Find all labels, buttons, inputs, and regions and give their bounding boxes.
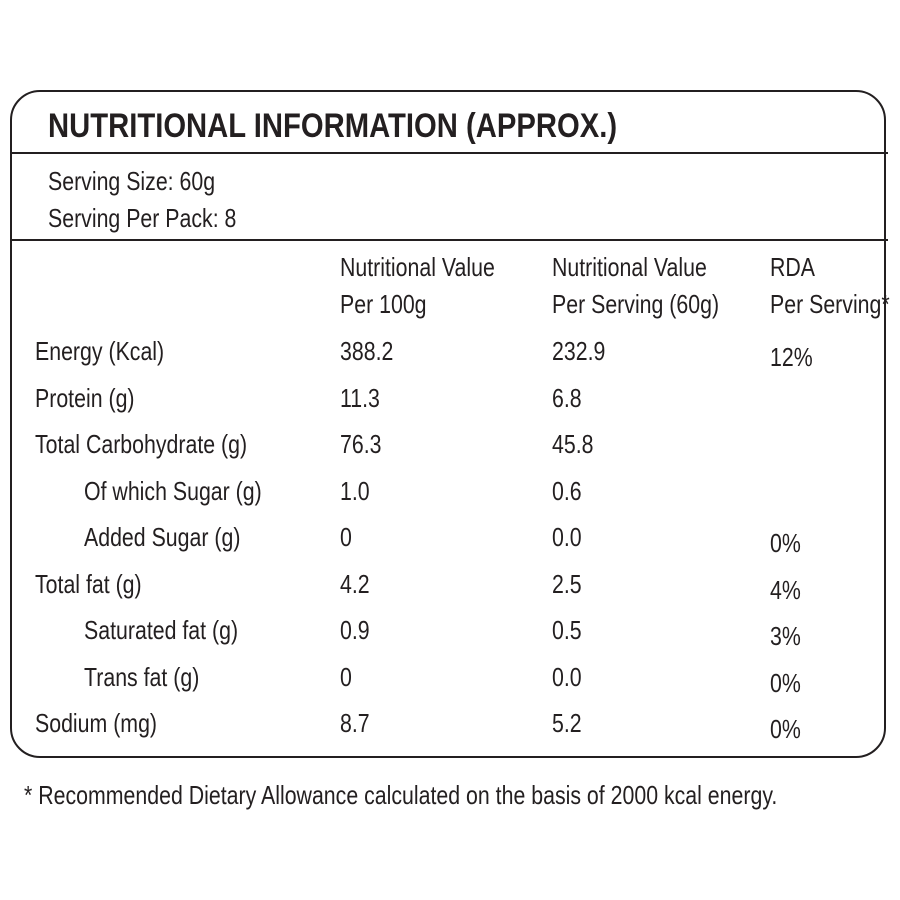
cell-value: 0: [340, 661, 352, 692]
row-label: Protein (g): [35, 382, 135, 413]
cell-value: 2.5: [552, 568, 582, 599]
cell-value: 76.3: [340, 429, 382, 459]
title: NUTRITIONAL INFORMATION (APPROX.): [48, 107, 618, 145]
cell-value: 0%: [770, 667, 801, 698]
cell-value: 3%: [770, 621, 801, 651]
cell-value: 388.2: [340, 336, 394, 366]
cell-value: 0.5: [552, 615, 582, 645]
cell-value: 4.2: [340, 568, 370, 599]
column-header: RDA: [770, 252, 816, 282]
serving-size: Serving Size: 60g: [48, 166, 216, 196]
column-header: Nutritional Value: [552, 252, 707, 282]
cell-value: 0: [340, 522, 352, 552]
servings-per-pack: Serving Per Pack: 8: [48, 203, 237, 233]
cell-value: 12%: [770, 342, 813, 372]
cell-value: 6.8: [552, 382, 582, 413]
cell-value: 0.0: [552, 522, 582, 552]
row-label: Trans fat (g): [84, 661, 200, 692]
cell-value: 11.3: [340, 382, 380, 413]
cell-value: 0.6: [552, 475, 582, 506]
column-header: Per Serving*: [770, 289, 890, 319]
row-label: Total fat (g): [35, 568, 142, 599]
row-label: Saturated fat (g): [84, 615, 239, 645]
column-header: Per Serving (60g): [552, 289, 720, 319]
cell-value: 0.0: [552, 661, 582, 692]
cell-value: 4%: [770, 574, 801, 605]
cell-value: 0%: [770, 714, 801, 744]
label-border: [10, 90, 886, 758]
cell-value: 8.7: [340, 708, 370, 738]
row-label: Energy (Kcal): [35, 336, 165, 366]
cell-value: 232.9: [552, 336, 606, 366]
row-label: Sodium (mg): [35, 708, 158, 738]
footnote: * Recommended Dietary Allowance calculat…: [24, 780, 778, 810]
divider: [10, 239, 888, 241]
column-header: Nutritional Value: [340, 252, 495, 282]
row-label: Of which Sugar (g): [84, 475, 262, 506]
row-label: Total Carbohydrate (g): [35, 429, 248, 459]
divider: [10, 152, 888, 154]
cell-value: 1.0: [340, 475, 370, 506]
cell-value: 45.8: [552, 429, 594, 459]
cell-value: 0%: [770, 528, 801, 558]
column-header: Per 100g: [340, 289, 427, 319]
cell-value: 5.2: [552, 708, 582, 738]
cell-value: 0.9: [340, 615, 370, 645]
row-label: Added Sugar (g): [84, 522, 241, 552]
